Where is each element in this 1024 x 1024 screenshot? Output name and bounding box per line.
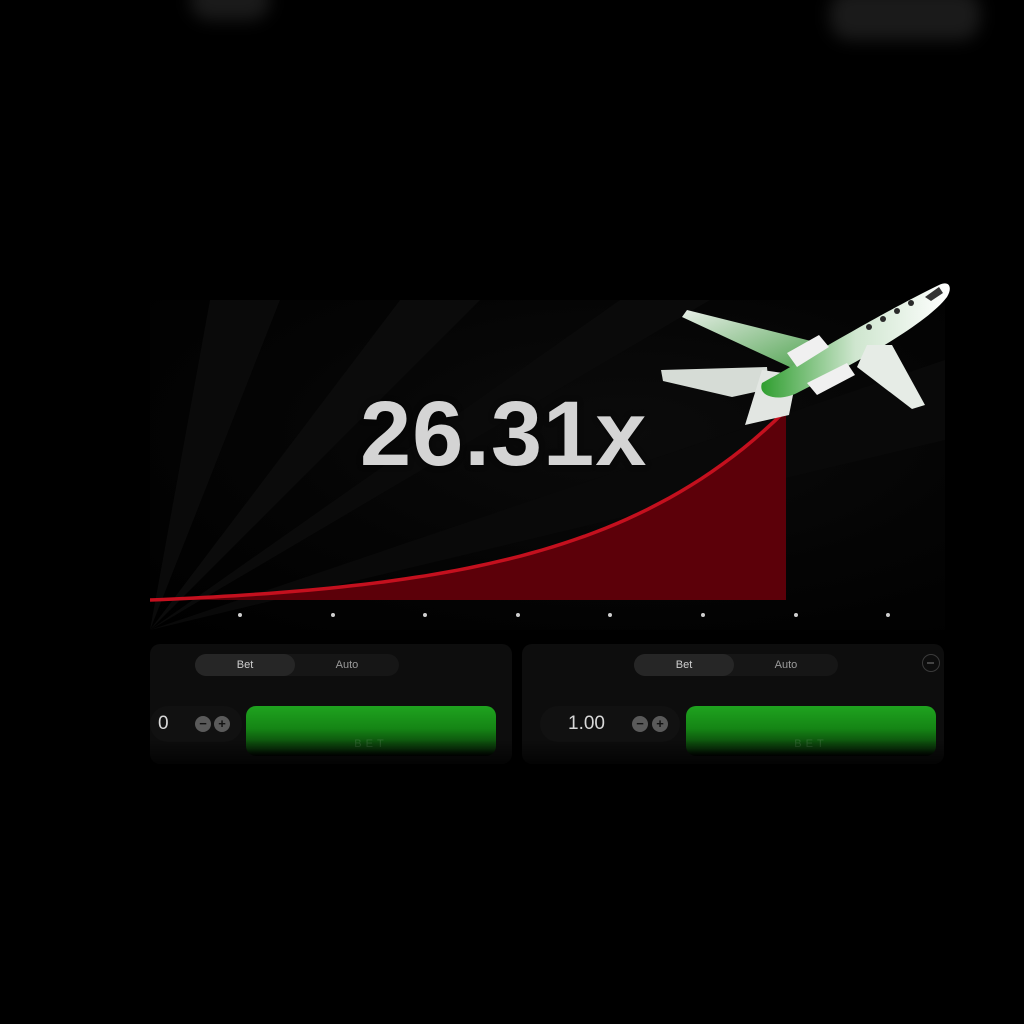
- axis-dot: [238, 613, 242, 617]
- axis-dot: [701, 613, 705, 617]
- bet-amount-value[interactable]: 0: [158, 713, 169, 734]
- bet-amount-value[interactable]: 1.00: [568, 713, 605, 734]
- tab-bet[interactable]: Bet: [634, 654, 734, 676]
- blurred-decoration: [830, 0, 980, 40]
- minus-icon[interactable]: −: [195, 716, 211, 732]
- axis-dot: [886, 613, 891, 617]
- axis-dot: [793, 613, 798, 617]
- curve-line: [150, 408, 788, 602]
- bet-amount-stepper: 0 − +: [150, 706, 242, 742]
- game-canvas: 26.31x: [150, 283, 950, 630]
- panel-fade-overlay: [140, 740, 960, 780]
- tab-auto[interactable]: Auto: [335, 659, 359, 671]
- minus-icon[interactable]: −: [632, 716, 648, 732]
- plus-icon[interactable]: +: [214, 716, 230, 732]
- jet-plane-icon: [661, 283, 950, 425]
- bet-mode-toggle: Bet Auto: [634, 654, 838, 676]
- multiplier-display: 26.31x: [360, 383, 648, 485]
- curve-area: [150, 410, 786, 600]
- plus-icon[interactable]: +: [652, 716, 668, 732]
- time-axis: [150, 613, 945, 619]
- background-rays: [150, 300, 945, 630]
- blurred-decoration: [190, 0, 270, 20]
- axis-dot: [423, 613, 428, 617]
- minus-circle-icon[interactable]: [922, 654, 940, 672]
- tab-auto[interactable]: Auto: [774, 659, 798, 671]
- axis-dot: [330, 613, 335, 617]
- flight-curve: [150, 408, 788, 602]
- tab-bet[interactable]: Bet: [195, 654, 295, 676]
- axis-dot: [608, 613, 613, 617]
- axis-dot: [515, 613, 520, 617]
- bet-mode-toggle: Bet Auto: [195, 654, 399, 676]
- bet-amount-stepper: 1.00 − +: [540, 706, 680, 742]
